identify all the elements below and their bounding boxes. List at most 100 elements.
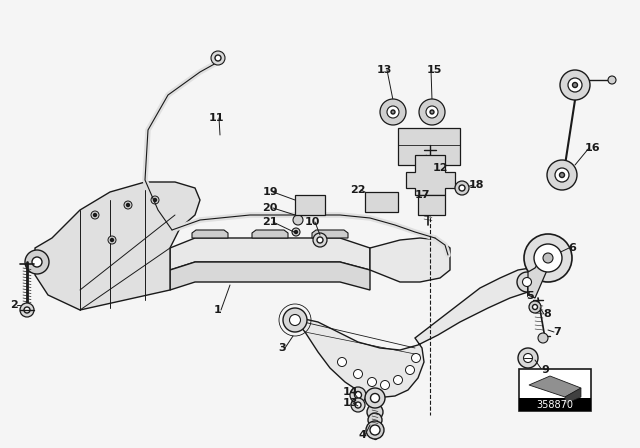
Circle shape (518, 348, 538, 368)
Circle shape (215, 55, 221, 61)
Circle shape (337, 358, 346, 366)
Circle shape (283, 308, 307, 332)
Text: 12: 12 (432, 163, 448, 173)
Circle shape (292, 228, 300, 236)
Text: 358870: 358870 (536, 400, 573, 410)
Circle shape (108, 236, 116, 244)
Circle shape (154, 198, 157, 202)
Circle shape (543, 253, 553, 263)
Circle shape (391, 110, 395, 114)
Circle shape (367, 404, 383, 420)
Circle shape (538, 333, 548, 343)
Polygon shape (312, 230, 348, 238)
Circle shape (534, 244, 562, 272)
Circle shape (529, 301, 541, 313)
Circle shape (365, 388, 385, 408)
Text: 22: 22 (350, 185, 365, 195)
Circle shape (387, 106, 399, 118)
Circle shape (351, 398, 365, 412)
Circle shape (568, 78, 582, 92)
Bar (519, 398, 591, 411)
Circle shape (412, 353, 420, 362)
Text: 9: 9 (541, 365, 549, 375)
Text: 16: 16 (584, 143, 600, 153)
Circle shape (91, 211, 99, 219)
Circle shape (406, 366, 415, 375)
Polygon shape (528, 248, 548, 298)
Polygon shape (529, 376, 581, 397)
Polygon shape (418, 195, 445, 215)
Circle shape (124, 201, 132, 209)
Text: 18: 18 (468, 180, 484, 190)
Polygon shape (192, 230, 228, 238)
Circle shape (368, 413, 382, 427)
Circle shape (111, 238, 113, 241)
Text: 19: 19 (262, 187, 278, 197)
Text: 8: 8 (543, 309, 551, 319)
Text: 1: 1 (214, 305, 222, 315)
Text: 7: 7 (553, 327, 561, 337)
Circle shape (524, 234, 572, 282)
Text: 3: 3 (278, 343, 286, 353)
Polygon shape (365, 192, 398, 212)
Polygon shape (252, 230, 288, 238)
Circle shape (394, 375, 403, 384)
Circle shape (371, 393, 380, 402)
Circle shape (366, 421, 384, 439)
Circle shape (25, 250, 49, 274)
Text: 5: 5 (526, 291, 534, 301)
Circle shape (419, 99, 445, 125)
Circle shape (430, 110, 434, 114)
Circle shape (381, 380, 390, 389)
Circle shape (127, 203, 129, 207)
Circle shape (524, 353, 532, 362)
Circle shape (459, 185, 465, 191)
Bar (519, 369, 591, 411)
Polygon shape (35, 182, 200, 310)
Circle shape (317, 237, 323, 243)
Polygon shape (406, 155, 455, 195)
Text: 13: 13 (376, 65, 392, 75)
Circle shape (370, 425, 380, 435)
Circle shape (289, 314, 301, 326)
Text: 21: 21 (262, 217, 278, 227)
Circle shape (555, 168, 569, 182)
Circle shape (20, 303, 34, 317)
Text: 15: 15 (426, 65, 442, 75)
Text: 10: 10 (304, 217, 320, 227)
Text: 11: 11 (208, 113, 224, 123)
Polygon shape (170, 238, 370, 270)
Polygon shape (295, 268, 540, 398)
Text: 14: 14 (342, 387, 358, 397)
Circle shape (355, 392, 362, 399)
Circle shape (350, 387, 366, 403)
Text: 17: 17 (414, 190, 429, 200)
Circle shape (367, 378, 376, 387)
Circle shape (532, 305, 538, 310)
Circle shape (355, 402, 361, 408)
Circle shape (559, 172, 564, 177)
Text: 4: 4 (358, 430, 366, 440)
Polygon shape (170, 262, 370, 290)
Polygon shape (565, 388, 581, 404)
Polygon shape (370, 238, 450, 282)
Circle shape (93, 214, 97, 216)
Text: 2: 2 (10, 300, 18, 310)
Circle shape (608, 76, 616, 84)
Circle shape (24, 307, 30, 313)
Circle shape (353, 370, 362, 379)
Circle shape (211, 51, 225, 65)
Circle shape (522, 277, 531, 287)
Circle shape (32, 257, 42, 267)
Circle shape (313, 233, 327, 247)
Circle shape (560, 70, 590, 100)
Circle shape (293, 215, 303, 225)
Circle shape (455, 181, 469, 195)
Circle shape (573, 82, 577, 87)
Circle shape (380, 99, 406, 125)
Circle shape (517, 272, 537, 292)
Circle shape (426, 106, 438, 118)
Polygon shape (398, 128, 460, 165)
Circle shape (547, 160, 577, 190)
Text: 13: 13 (342, 398, 358, 408)
